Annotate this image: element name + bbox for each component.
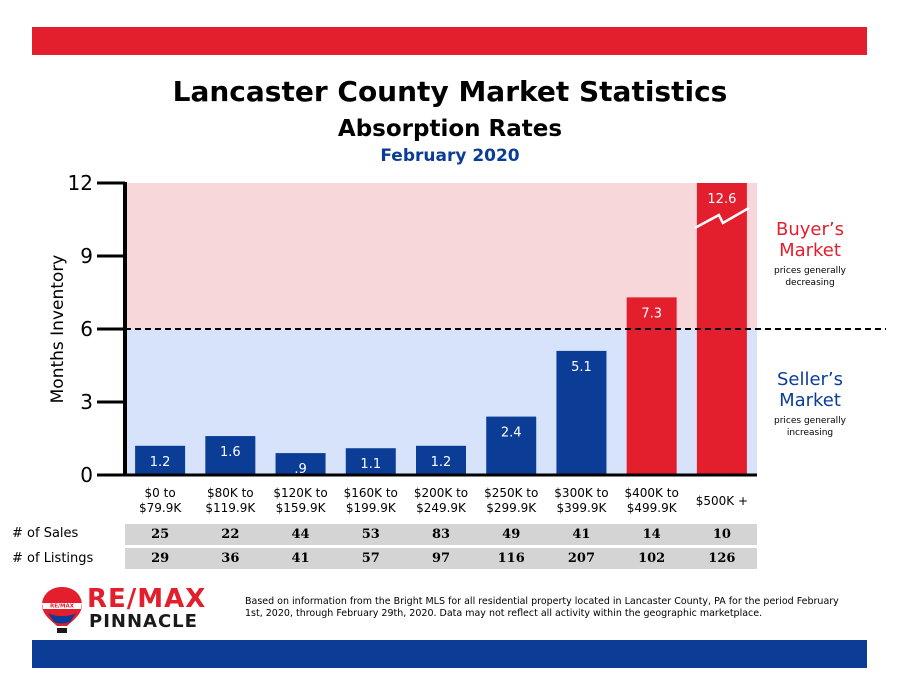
chart-subtitle: Absorption Rates bbox=[337, 116, 563, 142]
logo-subbrand: PINNACLE bbox=[89, 611, 198, 632]
bar-value-label-8: 12.6 bbox=[707, 192, 736, 207]
bar-7 bbox=[626, 297, 677, 475]
sales-cell-6: 41 bbox=[572, 527, 591, 542]
buyer-market-title: Buyer’s Market bbox=[750, 219, 870, 261]
seller-note-line1: prices generally bbox=[774, 416, 846, 426]
seller-note-line2: increasing bbox=[786, 428, 834, 438]
x-tick-label-1: $80K to $119.9K bbox=[205, 486, 256, 515]
bar-value-label-4: 1.2 bbox=[431, 455, 452, 470]
absorption-bar-chart: 1.2 1.6 .9 1.1 1.2 2.4 5.1 7.3 12.6 0 3 6 9 12 Months … bbox=[48, 171, 886, 515]
axis-break-mark bbox=[694, 206, 750, 230]
listings-cell-2: 41 bbox=[291, 551, 310, 566]
logo-brand: RE/MAX bbox=[87, 584, 207, 614]
buyer-market-note: prices generally decreasing bbox=[750, 265, 870, 289]
buyer-title-line2: Market bbox=[779, 240, 841, 261]
y-tick-label-2: 6 bbox=[80, 317, 93, 341]
bar-4 bbox=[416, 445, 466, 475]
bar-value-label-3: 1.1 bbox=[360, 457, 381, 472]
sales-row-label: # of Sales bbox=[12, 526, 79, 541]
sales-row: 25 22 44 53 83 49 41 14 10 bbox=[125, 524, 757, 545]
x-tick-label-6: $300K to $399.9K bbox=[554, 486, 608, 515]
sales-cell-4: 83 bbox=[431, 527, 451, 542]
listings-cell-0: 29 bbox=[151, 551, 170, 566]
sales-cell-7: 14 bbox=[642, 527, 661, 542]
bar-6 bbox=[556, 350, 607, 475]
x-tick-label-5: $250K to $299.9K bbox=[484, 486, 538, 515]
x-tick-label-0: $0 to $79.9K bbox=[139, 486, 182, 515]
listings-row: 29 36 41 57 97 116 207 102 126 bbox=[125, 548, 757, 569]
sales-cell-2: 44 bbox=[291, 527, 310, 542]
buyer-note-line2: decreasing bbox=[785, 278, 835, 288]
y-tick-label-1: 3 bbox=[80, 390, 93, 414]
seller-market-note: prices generally increasing bbox=[750, 415, 870, 439]
top-red-bar bbox=[32, 27, 867, 55]
buyer-title-line1: Buyer’s bbox=[776, 219, 844, 240]
bar-value-label-7: 7.3 bbox=[641, 306, 662, 321]
bar-value-label-2: .9 bbox=[294, 462, 306, 477]
hot-air-balloon-icon: RE/MAX bbox=[42, 587, 82, 633]
bar-2 bbox=[275, 453, 326, 475]
x-tick-label-3: $160K to $199.9K bbox=[344, 486, 398, 515]
listings-row-label: # of Listings bbox=[12, 551, 94, 566]
sales-cell-8: 10 bbox=[712, 527, 731, 542]
buyer-note-line1: prices generally bbox=[774, 266, 846, 276]
chart-date: February 2020 bbox=[380, 146, 520, 166]
bar-3 bbox=[345, 448, 396, 475]
sales-cell-5: 49 bbox=[502, 527, 521, 542]
listings-cell-6: 207 bbox=[567, 551, 595, 566]
bar-value-label-5: 2.4 bbox=[501, 426, 522, 441]
listings-cell-7: 102 bbox=[638, 551, 666, 566]
bottom-blue-bar bbox=[32, 640, 867, 668]
seller-market-title: Seller’s Market bbox=[750, 369, 870, 411]
seller-title-line2: Market bbox=[779, 390, 841, 411]
listings-cell-3: 57 bbox=[361, 551, 380, 566]
listings-cell-1: 36 bbox=[221, 551, 240, 566]
x-tick-label-4: $200K to $249.9K bbox=[414, 486, 468, 515]
bar-value-label-6: 5.1 bbox=[571, 360, 592, 375]
listings-cell-8: 126 bbox=[708, 551, 736, 566]
remax-logo: RE/MAX RE/MAX PINNACLE bbox=[40, 585, 220, 635]
bar-0 bbox=[135, 445, 186, 475]
y-tick-label-3: 9 bbox=[80, 244, 93, 268]
sales-cell-0: 25 bbox=[151, 527, 170, 542]
sales-cell-1: 22 bbox=[221, 527, 240, 542]
bar-value-label-1: 1.6 bbox=[220, 445, 241, 460]
bar-value-label-0: 1.2 bbox=[150, 455, 171, 470]
y-tick-label-0: 0 bbox=[80, 463, 93, 487]
x-tick-label-7: $400K to $499.9K bbox=[625, 486, 679, 515]
sales-cell-3: 53 bbox=[361, 527, 380, 542]
x-tick-label-8: $500K + bbox=[696, 494, 748, 508]
y-tick-label-4: 12 bbox=[68, 171, 93, 195]
bar-5 bbox=[486, 416, 537, 475]
balloon-text: RE/MAX bbox=[50, 604, 75, 610]
listings-cell-5: 116 bbox=[497, 551, 525, 566]
chart-title: Lancaster County Market Statistics bbox=[172, 75, 728, 108]
footnote: Based on information from the Bright MLS… bbox=[245, 596, 839, 619]
bar-1 bbox=[205, 436, 256, 475]
y-axis-label: Months Inventory bbox=[48, 255, 68, 404]
seller-title-line1: Seller’s bbox=[776, 369, 844, 390]
listings-cell-4: 97 bbox=[431, 551, 451, 566]
x-tick-label-2: $120K to $159.9K bbox=[273, 486, 327, 515]
